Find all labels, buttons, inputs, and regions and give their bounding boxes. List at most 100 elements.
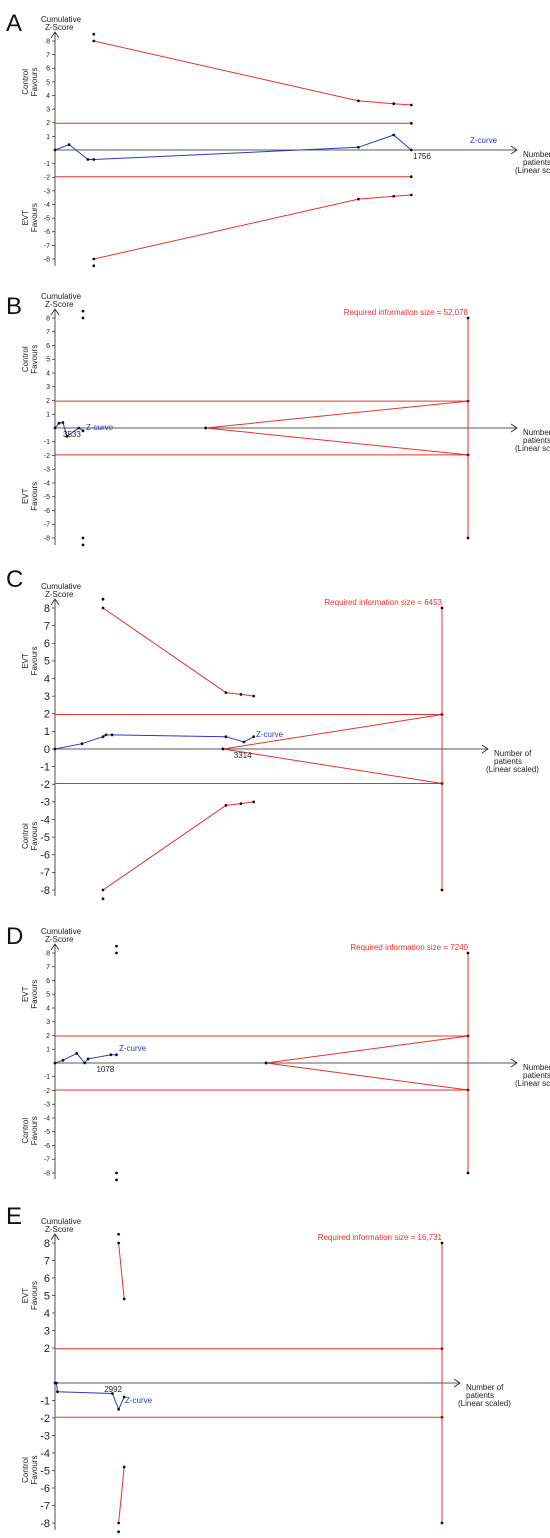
z-curve-point bbox=[86, 158, 90, 161]
panel-letter: D bbox=[6, 923, 23, 950]
lower-favours-label-line: Favours bbox=[30, 822, 39, 851]
lower-favours-label-line: Favours bbox=[30, 1116, 39, 1145]
y-tick-label: 5 bbox=[46, 992, 50, 999]
y-tick-label: -2 bbox=[40, 1413, 50, 1425]
z-curve-point bbox=[67, 143, 71, 147]
z-curve-point bbox=[80, 742, 84, 746]
x-axis-label: (Linear scaled) bbox=[458, 1399, 511, 1408]
lower-favours-label: Control Favours bbox=[21, 822, 39, 851]
z-curve-point bbox=[117, 1407, 120, 1411]
ris-label: Required information size = 6453 bbox=[324, 598, 442, 607]
z-curve-point bbox=[357, 145, 360, 149]
chart-title: Cumulative bbox=[41, 582, 82, 591]
boundary-point bbox=[101, 606, 105, 610]
x-axis-label: (Linear scaled) bbox=[486, 765, 539, 774]
y-tick-label: -7 bbox=[40, 867, 50, 879]
y-tick-label: 3 bbox=[46, 1019, 50, 1026]
y-tick-label: 8 bbox=[46, 38, 50, 45]
y-tick-label: 8 bbox=[44, 603, 50, 615]
upper-favours-label-line: EVT bbox=[21, 986, 30, 1002]
upper-favours-label: EVT Favours bbox=[21, 646, 39, 675]
y-tick-label: -6 bbox=[44, 1143, 50, 1150]
x-tick-label: 2992 bbox=[104, 1385, 122, 1394]
z-curve-point bbox=[392, 133, 396, 137]
lower-favours-label-line: Favours bbox=[30, 1456, 39, 1485]
y-tick-label: -6 bbox=[44, 229, 50, 236]
y-tick-label: -8 bbox=[40, 1518, 50, 1530]
x-tick-label: 3314 bbox=[234, 751, 252, 760]
y-tick-label: 2 bbox=[44, 709, 50, 721]
y-tick-label: -1 bbox=[40, 761, 50, 773]
lower-favours-label-line: Control bbox=[21, 1118, 30, 1144]
y-tick-label: 3 bbox=[44, 1325, 50, 1337]
y-tick-label: -4 bbox=[44, 480, 50, 487]
y-tick-label: -3 bbox=[44, 467, 50, 474]
y-axis-arrow bbox=[50, 943, 60, 951]
y-tick-label: 4 bbox=[46, 370, 50, 377]
x-axis-label: patients bbox=[523, 436, 550, 445]
boundary-point bbox=[409, 193, 413, 197]
boundary-point bbox=[92, 39, 96, 43]
z-curve-point bbox=[53, 426, 57, 430]
x-axis-label: (Linear scaled) bbox=[515, 444, 550, 453]
x-axis-label: patients bbox=[494, 757, 522, 766]
upper-favours-label-line: Favours bbox=[30, 1281, 39, 1310]
z-curve-point bbox=[65, 434, 69, 438]
x-axis-label: Number of bbox=[466, 1383, 504, 1392]
y-tick-label: 6 bbox=[44, 1273, 50, 1285]
x-tick-label: 1756 bbox=[413, 152, 431, 161]
ris-label: Required information size = 52,078 bbox=[344, 308, 469, 317]
upper-favours-label-line: Control bbox=[21, 69, 30, 95]
z-curve-point bbox=[224, 735, 228, 739]
y-tick-label: -1 bbox=[44, 1074, 50, 1081]
x-axis-label: Number of bbox=[494, 749, 532, 758]
lower-favours-label-line: EVT bbox=[21, 488, 30, 504]
y-tick-label: -5 bbox=[40, 832, 50, 844]
boundary-point bbox=[440, 1241, 444, 1245]
z-curve-point bbox=[53, 148, 57, 152]
y-tick-label: 2 bbox=[44, 1343, 50, 1355]
y-tick-label: 5 bbox=[46, 79, 50, 86]
y-tick-label: 6 bbox=[46, 66, 50, 73]
y-tick-label: 4 bbox=[46, 93, 50, 100]
boundary-point bbox=[224, 691, 228, 694]
z-curve-point bbox=[86, 1057, 90, 1061]
z-curve-point bbox=[111, 1392, 114, 1395]
boundary-point bbox=[466, 536, 470, 540]
x-axis-arrow bbox=[510, 1058, 518, 1068]
y-tick-label: 5 bbox=[44, 656, 50, 668]
boundary-point bbox=[252, 694, 256, 698]
boundary-line bbox=[118, 1466, 125, 1524]
z-curve-point bbox=[55, 1381, 58, 1385]
boundary-line bbox=[205, 400, 469, 429]
boundary-point bbox=[92, 32, 96, 36]
boundary-line bbox=[222, 714, 443, 750]
z-curve-point bbox=[83, 1061, 87, 1065]
upper-favours-label-line: Favours bbox=[30, 980, 39, 1009]
z-curve-point bbox=[109, 1053, 113, 1057]
y-axis-arrow bbox=[50, 31, 60, 39]
y-tick-label: -8 bbox=[40, 885, 50, 897]
boundary-point bbox=[264, 1061, 268, 1065]
boundary-point bbox=[392, 102, 396, 106]
boundary-point bbox=[122, 1465, 126, 1469]
boundary-point bbox=[466, 951, 470, 955]
boundary-point bbox=[221, 747, 225, 751]
y-tick-label: -6 bbox=[40, 1483, 50, 1495]
y-axis-arrow bbox=[50, 598, 60, 606]
y-tick-label: -7 bbox=[44, 522, 50, 529]
y-tick-label: 0 bbox=[44, 744, 50, 756]
upper-favours-label-line: EVT bbox=[21, 653, 30, 669]
y-axis-arrow bbox=[50, 308, 60, 316]
y-tick-label: -4 bbox=[40, 1448, 50, 1460]
boundary-point bbox=[117, 1232, 120, 1236]
y-tick-label: 4 bbox=[44, 1308, 50, 1320]
y-tick-label: 6 bbox=[44, 638, 50, 650]
panel-letter: A bbox=[6, 10, 22, 37]
y-tick-label: -6 bbox=[44, 508, 50, 515]
